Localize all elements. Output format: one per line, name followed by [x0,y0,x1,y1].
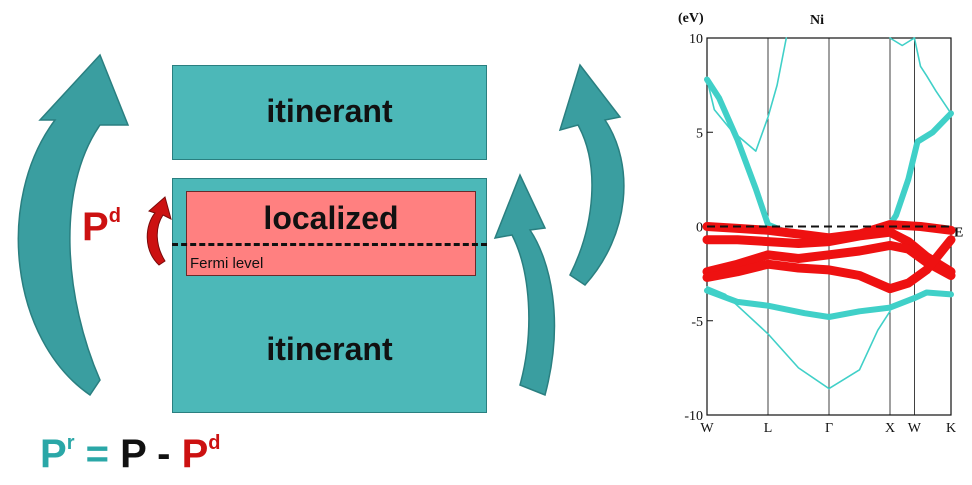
top-itinerant-box: itinerant [172,65,487,160]
left-cycle-arrow [17,53,130,397]
chart-title: Ni [810,13,824,28]
top-itinerant-label: itinerant [266,93,393,129]
thick-band-line [704,287,954,320]
formula: Pr = P - Pd [40,432,221,477]
k-point-label: W [908,421,922,436]
y-tick-label: -5 [691,315,703,330]
k-point-label: Γ [825,421,833,436]
k-point-label: W [700,421,714,436]
formula-p: P [120,432,147,476]
k-point-label: K [946,421,956,436]
pd-label: Pd [82,205,121,250]
formula-pd: Pd [181,432,221,476]
k-point-label: L [764,421,773,436]
d-band-line [702,240,956,280]
formula-equals: = [74,432,121,476]
bottom-itinerant-label: itinerant [266,331,393,367]
chart-ylabel: (eV) [678,11,704,26]
y-tick-label: 10 [689,32,703,47]
y-tick-label: 5 [696,126,703,141]
pd-superscript: d [108,205,121,227]
right-upper-arrow [558,63,625,286]
band-diagram: Pd itinerant itinerant localized Fermi l… [17,53,625,477]
y-tick-label: 0 [696,221,703,236]
pd-curved-arrow [146,196,172,266]
localized-box: localized Fermi level [186,191,476,276]
thin-band-line [706,37,788,152]
d-band-line [702,235,956,294]
fermi-level-line [172,243,487,246]
formula-minus: - [146,432,182,476]
fermi-energy-label: E [954,226,963,241]
formula-pr: Pr [40,432,75,476]
k-point-label: X [885,421,895,436]
thin-band-line [889,37,916,47]
fermi-level-label: Fermi level [190,255,264,272]
y-tick-label: -10 [684,409,703,424]
thin-band-line [913,37,952,115]
pd-symbol: P [82,205,109,249]
d-band-line [702,227,956,277]
right-lower-arrow [493,173,556,397]
localized-label: localized [263,200,399,236]
